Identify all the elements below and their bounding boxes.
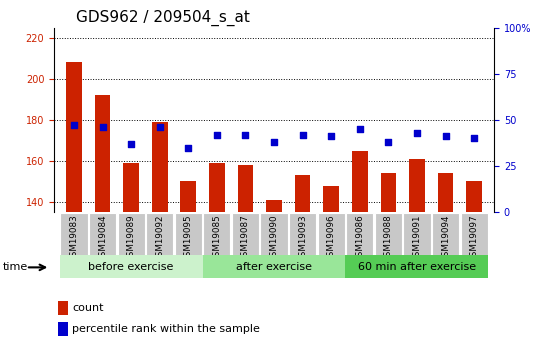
FancyBboxPatch shape bbox=[461, 213, 488, 257]
Text: time: time bbox=[3, 263, 28, 272]
Bar bbox=[94, 95, 111, 212]
FancyBboxPatch shape bbox=[403, 213, 430, 257]
FancyBboxPatch shape bbox=[202, 255, 346, 278]
Bar bbox=[66, 62, 82, 212]
Text: GSM19092: GSM19092 bbox=[155, 214, 164, 262]
Bar bbox=[209, 163, 225, 212]
Text: GSM19088: GSM19088 bbox=[384, 214, 393, 262]
Point bbox=[156, 125, 164, 130]
Text: GSM19091: GSM19091 bbox=[413, 214, 421, 262]
FancyBboxPatch shape bbox=[232, 213, 259, 257]
Bar bbox=[266, 200, 282, 212]
Text: GSM19083: GSM19083 bbox=[70, 214, 78, 262]
FancyBboxPatch shape bbox=[146, 213, 173, 257]
Text: GSM19097: GSM19097 bbox=[470, 214, 478, 262]
Bar bbox=[381, 173, 396, 212]
FancyBboxPatch shape bbox=[89, 213, 116, 257]
Bar bbox=[58, 322, 68, 336]
Text: GSM19095: GSM19095 bbox=[184, 214, 193, 262]
Point bbox=[98, 125, 107, 130]
Text: GSM19085: GSM19085 bbox=[212, 214, 221, 262]
FancyBboxPatch shape bbox=[118, 213, 145, 257]
FancyBboxPatch shape bbox=[60, 213, 87, 257]
Bar bbox=[409, 159, 425, 212]
Point bbox=[413, 130, 421, 136]
Point bbox=[470, 136, 478, 141]
Text: GSM19089: GSM19089 bbox=[127, 214, 136, 262]
FancyBboxPatch shape bbox=[375, 213, 402, 257]
FancyBboxPatch shape bbox=[346, 255, 488, 278]
Bar bbox=[437, 173, 454, 212]
Bar bbox=[466, 181, 482, 212]
Bar bbox=[323, 186, 339, 212]
Text: GSM19094: GSM19094 bbox=[441, 214, 450, 262]
FancyBboxPatch shape bbox=[289, 213, 316, 257]
FancyBboxPatch shape bbox=[175, 213, 202, 257]
Point bbox=[70, 123, 78, 128]
Text: after exercise: after exercise bbox=[236, 262, 312, 272]
Text: GSM19090: GSM19090 bbox=[269, 214, 279, 262]
Bar bbox=[58, 301, 68, 315]
FancyBboxPatch shape bbox=[204, 213, 231, 257]
Point bbox=[355, 126, 364, 132]
Point bbox=[384, 139, 393, 145]
FancyBboxPatch shape bbox=[432, 213, 459, 257]
Point bbox=[127, 141, 136, 147]
Text: GSM19096: GSM19096 bbox=[327, 214, 336, 262]
Point bbox=[270, 139, 279, 145]
Point bbox=[184, 145, 193, 150]
Point bbox=[298, 132, 307, 137]
Bar bbox=[238, 165, 253, 212]
Text: GSM19084: GSM19084 bbox=[98, 214, 107, 262]
Text: before exercise: before exercise bbox=[89, 262, 174, 272]
Point bbox=[213, 132, 221, 137]
Text: percentile rank within the sample: percentile rank within the sample bbox=[72, 324, 260, 334]
Bar bbox=[123, 163, 139, 212]
Point bbox=[327, 134, 335, 139]
FancyBboxPatch shape bbox=[260, 213, 288, 257]
Point bbox=[241, 132, 250, 137]
FancyBboxPatch shape bbox=[318, 213, 345, 257]
Text: GSM19087: GSM19087 bbox=[241, 214, 250, 262]
Bar bbox=[152, 122, 167, 212]
Point bbox=[441, 134, 450, 139]
Bar bbox=[352, 151, 368, 212]
Bar bbox=[295, 175, 310, 212]
Text: GDS962 / 209504_s_at: GDS962 / 209504_s_at bbox=[76, 10, 250, 26]
Bar bbox=[180, 181, 196, 212]
Text: 60 min after exercise: 60 min after exercise bbox=[358, 262, 476, 272]
Text: GSM19086: GSM19086 bbox=[355, 214, 364, 262]
Text: GSM19093: GSM19093 bbox=[298, 214, 307, 262]
FancyBboxPatch shape bbox=[60, 255, 202, 278]
Text: count: count bbox=[72, 303, 104, 313]
FancyBboxPatch shape bbox=[346, 213, 373, 257]
